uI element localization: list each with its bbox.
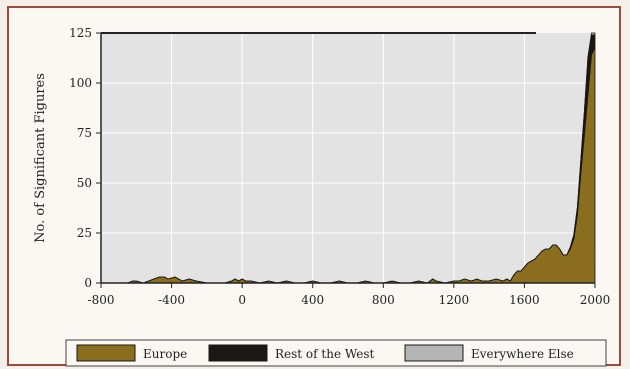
legend-label-everywhere-else: Everywhere Else <box>471 347 574 361</box>
legend-swatch-everywhere-else <box>404 344 464 362</box>
legend: Europe Rest of the West Everywhere Else <box>65 339 607 367</box>
y-tick-label: 50 <box>77 176 92 190</box>
x-tick-label: 0 <box>238 293 246 307</box>
x-tick-label: -800 <box>88 293 115 307</box>
x-axis-ticks: -800 -400 0 400 800 1200 1600 2000 <box>88 283 611 307</box>
y-tick-label: 125 <box>69 26 92 40</box>
y-axis-ticks: 0 25 50 75 100 125 <box>69 26 101 290</box>
x-tick-label: 1200 <box>439 293 470 307</box>
plot-background <box>101 33 595 283</box>
legend-box <box>65 339 607 367</box>
x-tick-label: -400 <box>158 293 185 307</box>
x-tick-label: 1600 <box>509 293 540 307</box>
y-axis-title: No. of Significant Figures <box>33 73 48 243</box>
legend-label-europe: Europe <box>143 347 187 361</box>
legend-label-rest-of-the-west: Rest of the West <box>275 347 374 361</box>
legend-swatch-rest-of-the-west <box>208 344 268 362</box>
grid-lines <box>101 33 595 283</box>
axes <box>100 32 595 284</box>
y-tick-label: 25 <box>77 226 92 240</box>
y-tick-label: 100 <box>69 76 92 90</box>
x-tick-label: 2000 <box>580 293 611 307</box>
y-tick-label: 75 <box>77 126 92 140</box>
x-tick-label: 400 <box>301 293 324 307</box>
y-tick-label: 0 <box>84 276 92 290</box>
x-tick-label: 800 <box>372 293 395 307</box>
legend-swatch-europe <box>76 344 136 362</box>
